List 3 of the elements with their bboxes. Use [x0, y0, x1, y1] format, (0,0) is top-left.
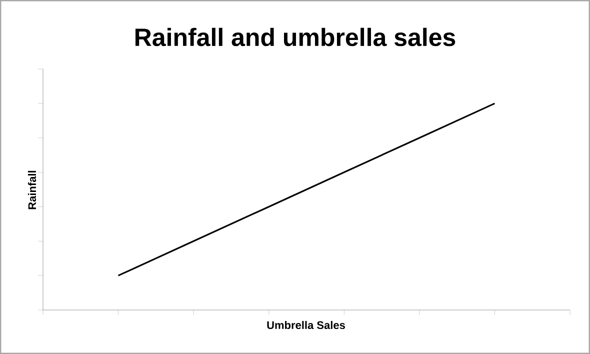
x-axis-title: Umbrella Sales [267, 320, 345, 330]
y-axis-title: Rainfall [28, 170, 36, 210]
chart-title: Rainfall and umbrella sales [136, 28, 456, 46]
